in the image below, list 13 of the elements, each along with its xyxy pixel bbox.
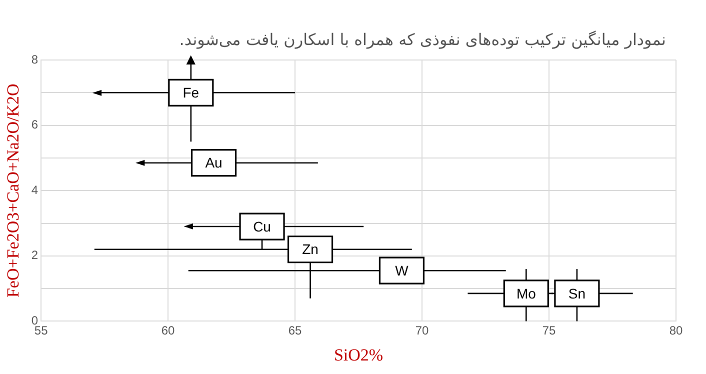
x-axis-title: SiO2% [334,345,384,364]
y-tick-label: 4 [31,182,38,197]
chart-title: نمودار میانگین ترکیب توده‌های نفوذی که همراه با اسکارن یافت می‌شوند. [179,30,666,49]
y-tick-label: 8 [31,52,38,66]
y-tick-label: 2 [31,248,38,262]
x-tick-label: 75 [542,324,556,338]
x-tick-label: 55 [34,324,48,338]
x-tick-label: 60 [161,324,176,338]
y-axis-title: FeO+Fe2O3+CaO+Na2O/K2O [4,84,23,298]
x-tick-label: 70 [415,324,430,338]
y-tick-label: 6 [31,118,38,132]
x-tick-label: 80 [669,324,683,338]
x-tick-label: 65 [288,324,302,338]
